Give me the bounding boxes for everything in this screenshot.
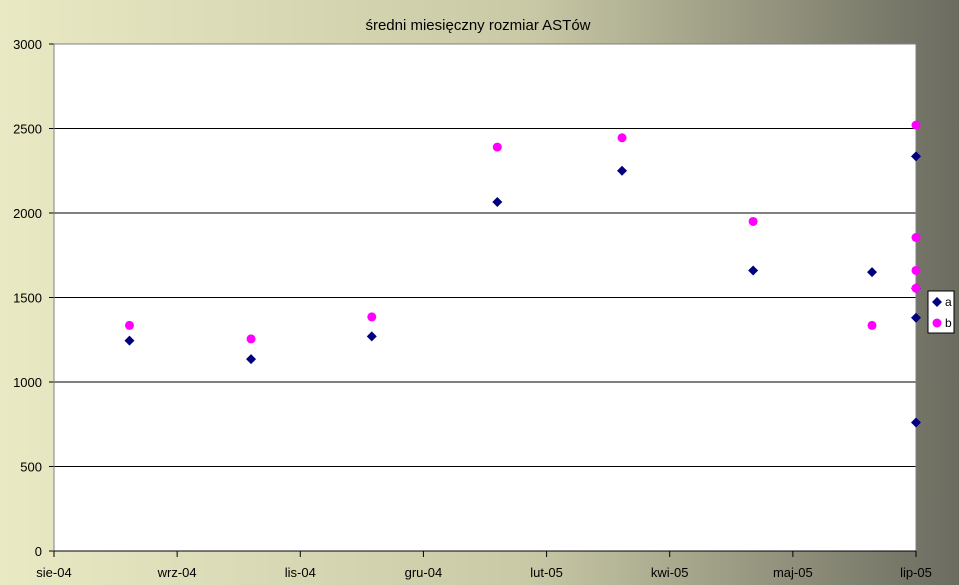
legend: ab <box>927 290 955 334</box>
x-tick-label: maj-05 <box>773 565 813 580</box>
y-tick-label: 2500 <box>13 122 42 137</box>
point-series-a <box>366 331 377 342</box>
legend-label-b: b <box>945 316 952 330</box>
legend-marker-b <box>932 318 942 328</box>
chart-title: średni miesięczny rozmiar ASTów <box>365 17 590 34</box>
point-series-b <box>617 133 627 143</box>
y-tick-label: 1000 <box>13 375 42 390</box>
x-tick-label: kwi-05 <box>651 565 689 580</box>
legend-label-a: a <box>945 295 952 309</box>
point-series-b <box>867 320 877 330</box>
point-series-b <box>492 142 502 152</box>
point-series-a <box>492 197 503 208</box>
data-points <box>124 120 921 428</box>
y-tick-label: 0 <box>35 544 42 559</box>
y-tick-label: 2000 <box>13 206 42 221</box>
x-tick-label: gru-04 <box>405 565 443 580</box>
point-series-b <box>911 283 921 293</box>
point-series-a <box>911 151 921 162</box>
point-series-b <box>911 265 921 275</box>
x-axis: sie-04 wrz-04 lis-04 gru-04 lut-05 kwi-05 maj-… <box>36 550 932 580</box>
y-tick-label: 1500 <box>13 291 42 306</box>
point-series-a <box>911 417 921 428</box>
point-series-a <box>911 312 921 323</box>
point-series-b <box>246 334 256 344</box>
y-tick-label: 3000 <box>13 37 42 52</box>
point-series-b <box>911 233 921 243</box>
y-tick-label: 500 <box>20 460 42 475</box>
x-tick-label: lis-04 <box>285 565 316 580</box>
x-tick-label: lip-05 <box>900 565 932 580</box>
point-series-a <box>867 267 878 278</box>
legend-marker-a <box>932 297 942 307</box>
point-series-a <box>617 165 628 176</box>
point-series-b <box>748 216 758 226</box>
x-tick-label: sie-04 <box>36 565 71 580</box>
point-series-a <box>124 335 135 346</box>
x-tick-label: wrz-04 <box>157 565 197 580</box>
point-series-a <box>748 265 759 276</box>
point-series-b <box>367 312 377 322</box>
point-series-b <box>911 120 921 130</box>
legend-box <box>927 290 955 334</box>
x-tick-label: lut-05 <box>530 565 563 580</box>
point-series-a <box>246 354 257 365</box>
point-series-b <box>124 320 134 330</box>
